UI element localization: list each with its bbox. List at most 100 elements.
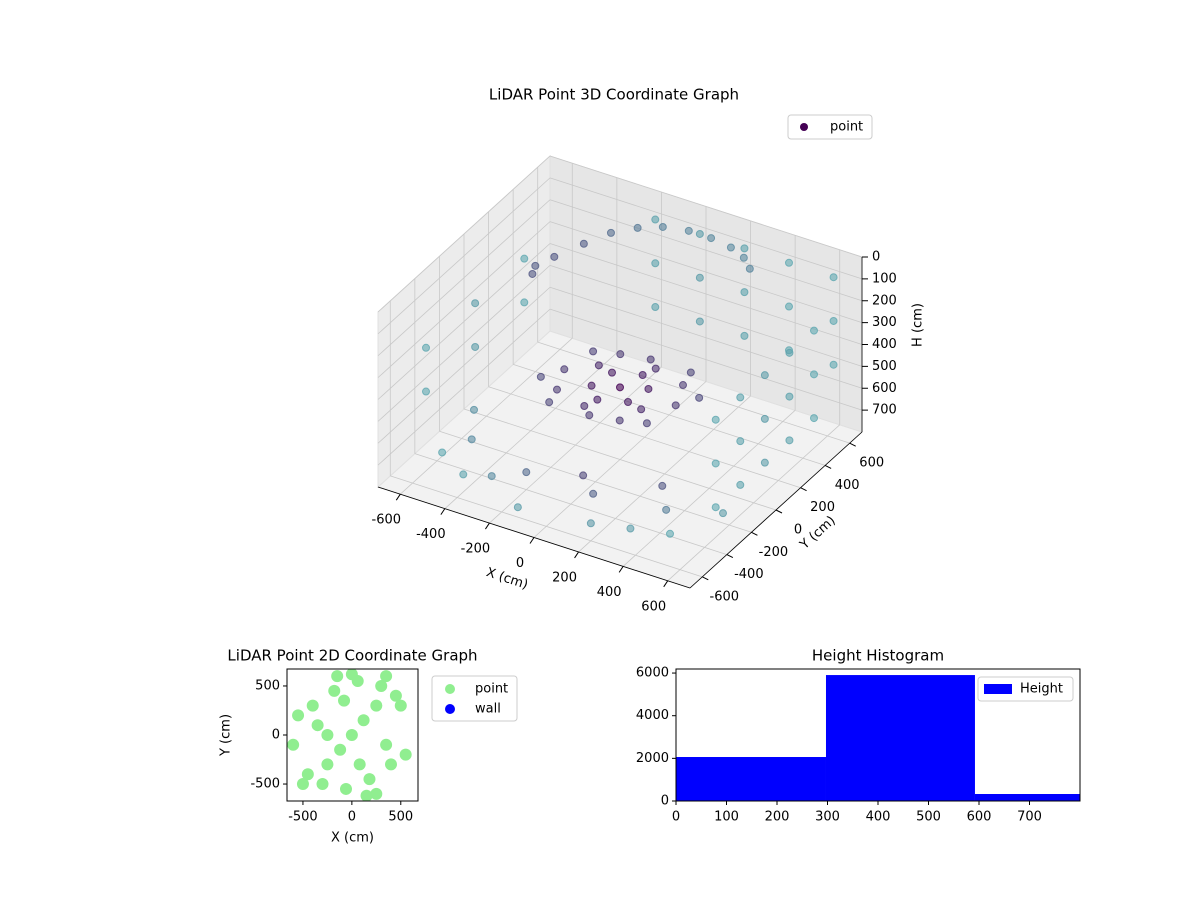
point [471,342,480,351]
x-tick-label: 500 [388,810,413,825]
point [311,719,324,732]
grid-line [513,364,826,466]
x-axis-label: X (cm) [331,831,374,846]
point [651,364,660,373]
legend-label: wall [475,702,501,717]
point [587,381,596,390]
point [380,670,393,683]
point [736,437,745,446]
y-tick [800,487,807,492]
y-axis [689,431,863,589]
grid-line [549,286,863,389]
z-tick-label: 200 [872,293,897,308]
point [353,758,366,771]
point [438,448,447,457]
x-tick-label: 600 [641,599,666,614]
legend-marker [800,123,808,131]
grid-line [377,308,551,466]
y-tick-label: -500 [250,777,280,792]
point [810,414,818,423]
y-tick-label: 400 [835,478,860,493]
point [719,509,727,518]
point [306,699,319,712]
grid-line [488,386,801,489]
point [615,416,624,425]
z-axis-label: H (cm) [911,303,926,347]
point [642,419,651,428]
grid-line [549,155,863,258]
point [399,748,412,761]
bar [974,794,1080,801]
x-tick-label: -500 [288,810,318,825]
point [707,234,716,243]
point [594,361,603,370]
point [638,370,647,379]
point [370,699,383,712]
points [287,669,412,801]
y-tick-label: -400 [734,567,764,582]
point [810,370,818,379]
x-tick-label: -400 [416,527,446,542]
y-axis-label: Y (cm) [219,714,234,757]
x-tick [395,493,401,501]
y-axis-label: Y (cm) [797,513,839,553]
point [646,355,655,364]
point [740,288,749,297]
point [560,365,569,374]
legend-marker [445,684,455,694]
point [422,387,430,396]
point [726,243,735,252]
z-tick-label: 100 [872,271,897,286]
grid-line [377,177,551,335]
point [666,529,674,538]
point [321,758,334,771]
x-tick-label: 500 [916,810,941,825]
chart-title: LiDAR Point 2D Coordinate Graph [227,647,477,665]
grid-line [549,243,863,345]
x-tick [440,508,446,515]
point [616,383,624,392]
legend-label: Height [1020,682,1063,697]
point [608,368,616,377]
point [338,694,351,707]
chart-histogram: 0 100 200 300 400 500 600 700 0 2000 4000 6000 Heigh… [636,647,1081,825]
y-tick [849,442,856,447]
y-tick [775,509,783,514]
point [679,381,687,390]
legend-box [431,675,518,722]
point [345,729,358,741]
grid-line [537,341,850,444]
point [394,699,407,712]
z-tick-label: 300 [872,315,897,330]
grid-line [549,177,863,280]
grid-line [377,199,551,357]
grid-line [414,453,727,555]
grid-line [549,199,863,302]
point [593,395,602,404]
chart-title: LiDAR Point 3D Coordinate Graph [489,86,739,104]
y-tick-label: 0 [794,523,802,538]
y-tick-label: 200 [810,500,835,515]
point [695,273,704,282]
y-tick-label: 600 [859,456,884,471]
grid-line [549,264,863,367]
x-tick-label: 100 [714,810,739,825]
point [579,239,588,248]
point [471,299,480,308]
point [384,758,397,771]
grid-line [439,430,752,533]
point [711,503,720,512]
point [739,253,748,262]
point [760,458,769,467]
point [459,470,468,479]
point [360,789,373,801]
x-tick-label: 700 [1017,810,1042,825]
y-tick-label: 500 [255,678,280,693]
z-tick-label: 0 [872,250,880,265]
point [695,317,704,326]
point [586,519,595,528]
point [829,273,838,282]
point [487,472,496,481]
grid-line [377,243,551,400]
x-tick-label: -200 [461,542,491,557]
